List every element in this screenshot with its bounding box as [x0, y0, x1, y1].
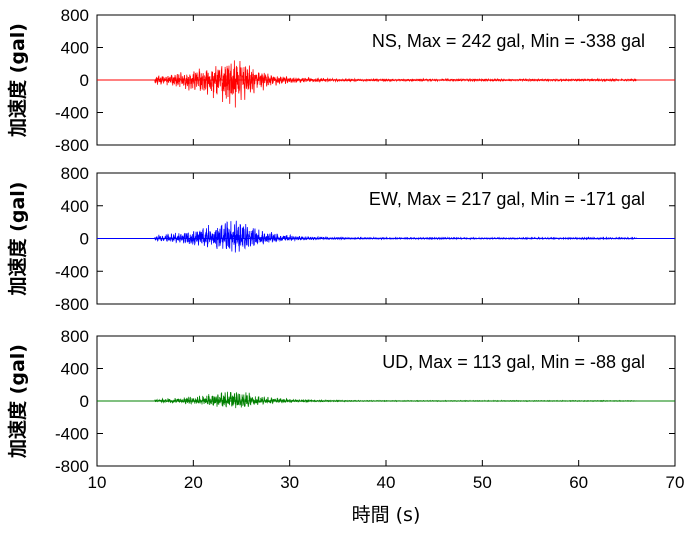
annotation-ud: UD, Max = 113 gal, Min = -88 gal [382, 352, 645, 372]
y-tick-label: 800 [61, 327, 89, 346]
y-tick-label: -800 [55, 136, 89, 155]
x-tick-label: 10 [88, 473, 107, 492]
y-axis-label: 加速度 (gal) [6, 23, 29, 138]
y-tick-label: -400 [55, 425, 89, 444]
x-axis-label: 時間 (s) [352, 504, 421, 526]
y-tick-label: 0 [80, 392, 89, 411]
x-tick-label: 40 [377, 473, 396, 492]
y-tick-label: 0 [80, 230, 89, 249]
x-tick-label: 60 [569, 473, 588, 492]
waveform-ew [97, 220, 675, 253]
y-tick-label: 400 [61, 39, 89, 58]
waveform-ud [97, 391, 675, 409]
y-tick-label: 400 [61, 360, 89, 379]
x-tick-label: 50 [473, 473, 492, 492]
annotation-ns: NS, Max = 242 gal, Min = -338 gal [372, 31, 645, 51]
y-axis-label: 加速度 (gal) [6, 182, 29, 297]
x-tick-label: 70 [666, 473, 685, 492]
x-tick-label: 20 [184, 473, 203, 492]
y-tick-label: -400 [55, 262, 89, 281]
x-tick-label: 30 [280, 473, 299, 492]
y-axis-label: 加速度 (gal) [6, 344, 29, 459]
y-tick-label: -800 [55, 457, 89, 476]
y-tick-label: 800 [61, 164, 89, 183]
y-tick-label: -400 [55, 104, 89, 123]
y-tick-label: 0 [80, 71, 89, 90]
annotation-ew: EW, Max = 217 gal, Min = -171 gal [369, 189, 645, 209]
y-tick-label: 800 [61, 6, 89, 25]
waveform-ns [97, 60, 675, 108]
y-tick-label: 400 [61, 197, 89, 216]
y-tick-label: -800 [55, 295, 89, 314]
